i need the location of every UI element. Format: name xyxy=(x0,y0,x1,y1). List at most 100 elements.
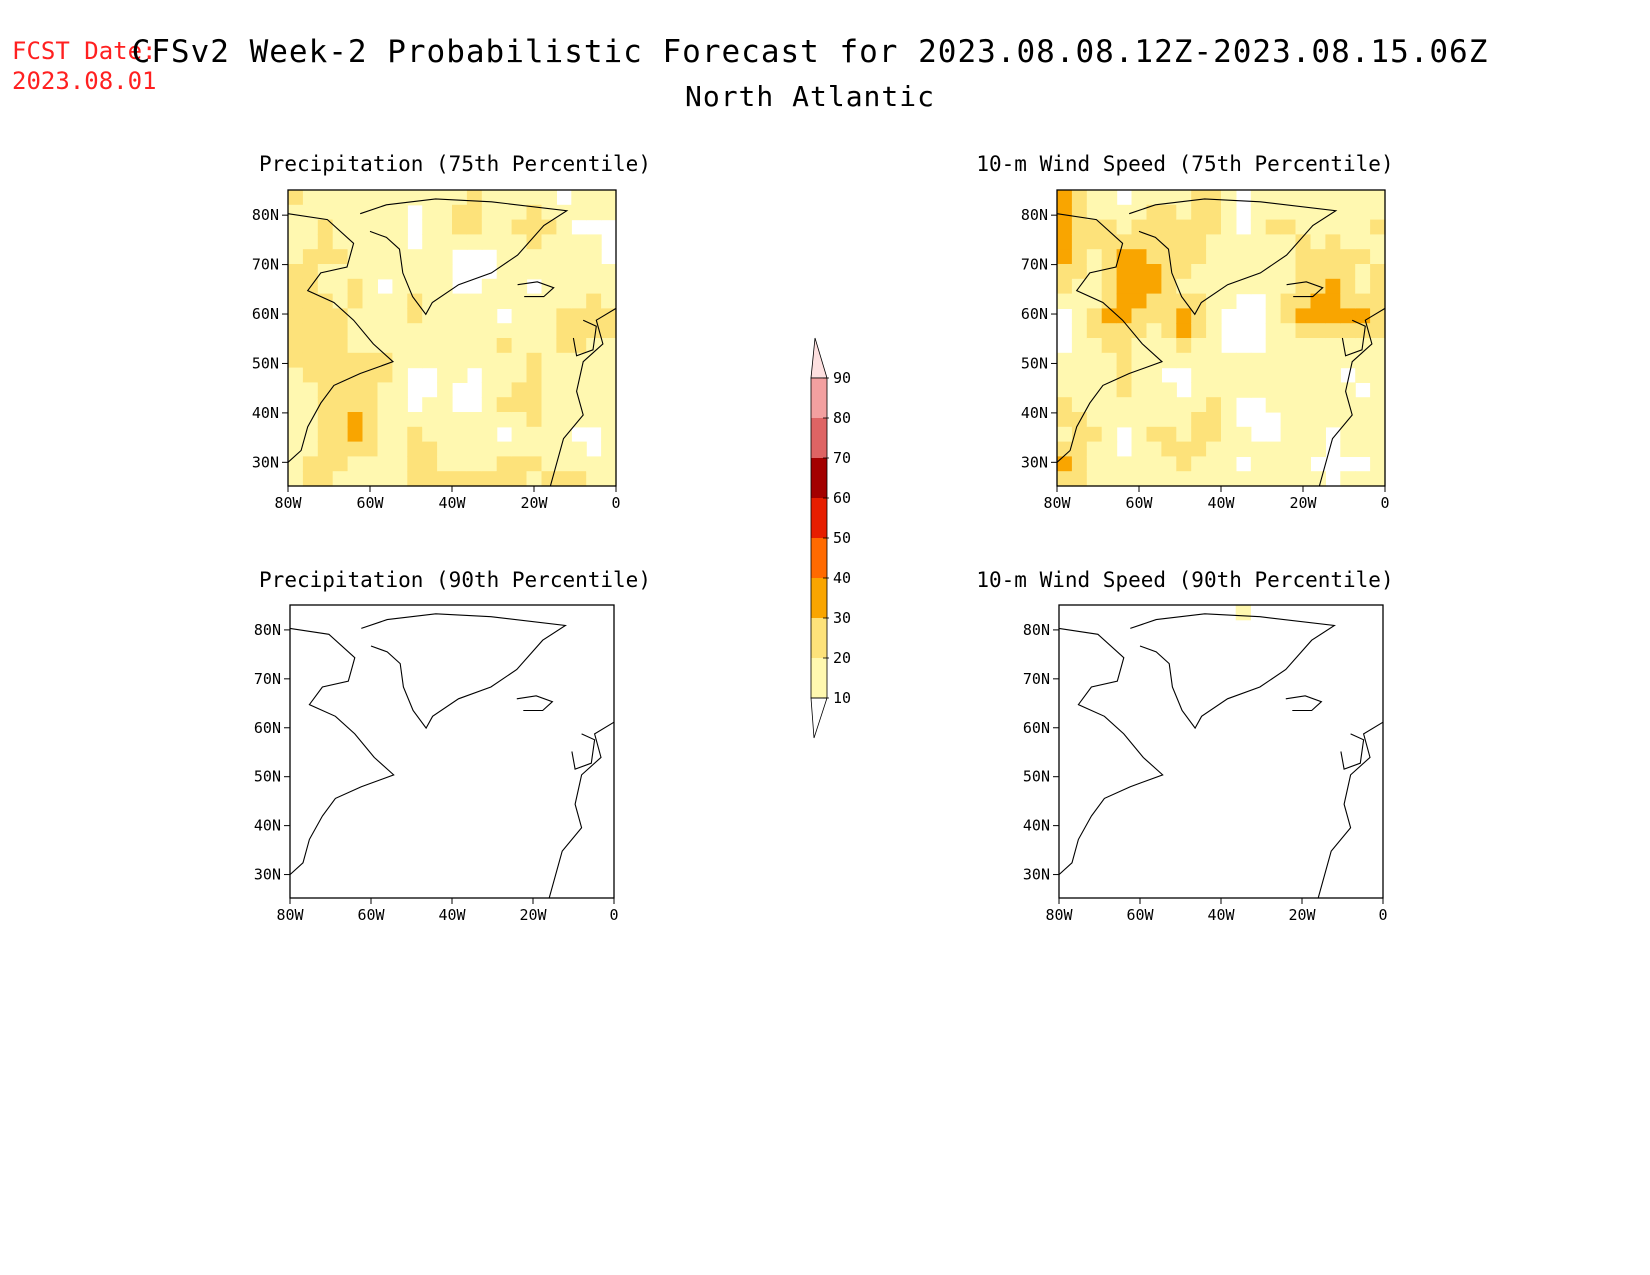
field-cell xyxy=(1176,323,1192,339)
lon-label: 20W xyxy=(1288,906,1316,924)
field-cell xyxy=(407,249,423,265)
field-cell xyxy=(1057,293,1073,309)
lon-label: 20W xyxy=(520,494,548,512)
field-cell xyxy=(1146,293,1162,309)
field-cell xyxy=(1176,204,1192,221)
field-cell xyxy=(332,278,349,295)
field-cell xyxy=(1101,441,1118,457)
field-cell xyxy=(1071,412,1088,428)
map-background xyxy=(1059,605,1383,898)
field-cell xyxy=(437,412,453,428)
field-cell xyxy=(586,308,602,324)
field-cell xyxy=(1221,278,1237,295)
field-cell xyxy=(1221,456,1237,472)
field-cell xyxy=(302,397,319,413)
field-cell xyxy=(1325,367,1341,383)
field-cell xyxy=(526,412,542,428)
field-cell xyxy=(332,412,349,428)
field-cell xyxy=(1355,412,1371,428)
field-cell xyxy=(1280,293,1297,309)
field-cell xyxy=(511,234,528,250)
field-cell xyxy=(1340,190,1356,206)
field-cell xyxy=(601,382,617,398)
field-cell xyxy=(496,352,513,369)
field-cell xyxy=(1310,367,1326,383)
coastline-greenland xyxy=(1130,613,1336,730)
field-cell xyxy=(1176,397,1192,413)
field-cell xyxy=(1370,382,1386,398)
field-cell xyxy=(1057,367,1073,383)
field-cell xyxy=(481,308,498,324)
map-background xyxy=(290,605,614,898)
field-cell xyxy=(1340,278,1356,295)
field-cell xyxy=(377,234,393,250)
field-cell xyxy=(362,234,378,250)
field-cell xyxy=(1206,204,1222,221)
field-cell xyxy=(1071,190,1088,206)
field-cell xyxy=(1235,471,1252,487)
field-cell xyxy=(1295,190,1311,206)
field-cell xyxy=(317,323,334,339)
field-cell xyxy=(556,219,572,235)
field-cell xyxy=(422,293,438,309)
field-cell xyxy=(392,397,408,413)
field-cell xyxy=(511,426,528,443)
lat-label: 80N xyxy=(1023,621,1050,639)
field-cell xyxy=(1295,219,1311,235)
fcst-date: 2023.08.01 xyxy=(12,67,157,95)
field-cell xyxy=(1101,471,1118,487)
field-cell xyxy=(1265,190,1282,206)
field-cell xyxy=(1221,204,1237,221)
field-cell xyxy=(1310,441,1326,457)
field-cell xyxy=(362,323,378,339)
field-cell xyxy=(1221,249,1237,265)
field-cell xyxy=(1101,367,1118,383)
field-cell xyxy=(392,382,408,398)
field-cell xyxy=(347,456,364,472)
field-cell xyxy=(1146,219,1162,235)
field-cell xyxy=(407,323,423,339)
field-cell xyxy=(1176,264,1192,280)
field-cell xyxy=(1116,234,1133,250)
field-cell xyxy=(571,456,587,472)
field-cell xyxy=(437,382,453,398)
field-cell xyxy=(332,323,349,339)
field-cell xyxy=(511,204,528,221)
field-cell xyxy=(1280,249,1297,265)
field-cell xyxy=(1206,308,1222,324)
field-cell xyxy=(437,249,453,265)
field-cell xyxy=(377,323,393,339)
field-cell xyxy=(317,278,334,295)
map-panel-3: 80N 70N 60N 50N 40N 30N 80W 60W 40W 20W 0 xyxy=(254,604,619,924)
field-cell xyxy=(422,441,438,457)
field-cell xyxy=(362,264,378,280)
field-cell xyxy=(541,293,557,309)
field-cell xyxy=(1340,293,1356,309)
lon-label: 40W xyxy=(438,906,466,924)
field-cell xyxy=(437,234,453,250)
field-cell xyxy=(452,190,468,206)
field-cell xyxy=(1295,397,1311,413)
field-cell xyxy=(1310,249,1326,265)
field-cell xyxy=(377,471,393,487)
field-cell xyxy=(347,426,364,443)
lat-label: 70N xyxy=(1021,256,1048,274)
field-cell xyxy=(586,382,602,398)
field-cell xyxy=(437,264,453,280)
field-cell xyxy=(377,190,393,206)
field-cell xyxy=(1370,190,1386,206)
field-cell xyxy=(332,249,349,265)
field-cell xyxy=(288,234,304,250)
field-cell xyxy=(586,456,602,472)
field-cell xyxy=(1235,426,1252,443)
field-cell xyxy=(1325,278,1341,295)
field-cell xyxy=(1161,412,1177,428)
lat-label: 30N xyxy=(252,453,279,471)
field-cell xyxy=(437,323,453,339)
field-cell xyxy=(1176,308,1192,324)
field-cell xyxy=(526,293,542,309)
field-cell xyxy=(407,471,423,487)
field-cell xyxy=(362,426,378,443)
lat-label: 80N xyxy=(252,206,279,224)
coastline-europe xyxy=(548,721,615,899)
